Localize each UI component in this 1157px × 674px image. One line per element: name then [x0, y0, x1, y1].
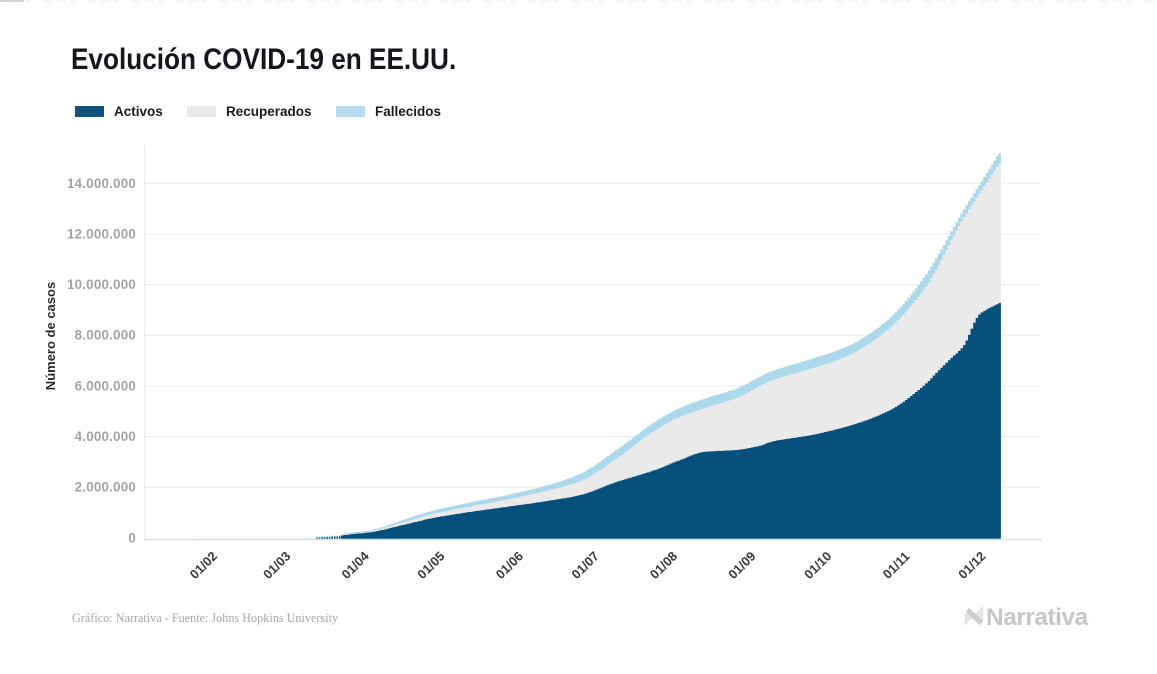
svg-text:01/11: 01/11 [880, 549, 913, 582]
svg-text:01/05: 01/05 [414, 548, 447, 581]
svg-text:01/10: 01/10 [801, 548, 834, 581]
svg-text:01/07: 01/07 [568, 548, 601, 581]
svg-text:01/02: 01/02 [187, 548, 220, 581]
svg-text:01/06: 01/06 [493, 548, 526, 581]
svg-text:01/03: 01/03 [260, 548, 293, 581]
svg-text:8.000.000: 8.000.000 [75, 328, 136, 343]
svg-text:01/04: 01/04 [338, 548, 372, 582]
svg-text:14.000.000: 14.000.000 [67, 176, 136, 191]
svg-text:6.000.000: 6.000.000 [75, 378, 136, 393]
svg-text:01/08: 01/08 [647, 548, 680, 581]
svg-text:Narrativa: Narrativa [986, 604, 1089, 631]
svg-text:Número de casos: Número de casos [43, 282, 58, 390]
svg-text:01/09: 01/09 [725, 548, 758, 581]
svg-text:2.000.000: 2.000.000 [75, 480, 136, 495]
svg-text:12.000.000: 12.000.000 [67, 226, 136, 241]
svg-text:4.000.000: 4.000.000 [75, 429, 136, 444]
svg-text:10.000.000: 10.000.000 [67, 277, 136, 292]
svg-text:01/12: 01/12 [955, 548, 988, 581]
svg-text:0: 0 [128, 530, 136, 545]
